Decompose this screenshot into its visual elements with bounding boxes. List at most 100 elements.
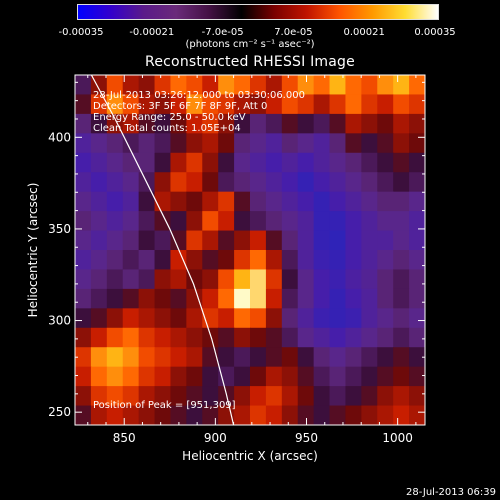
heatmap-cell [75,386,92,407]
heatmap-cell [202,405,219,425]
heatmap-cell [377,327,394,348]
heatmap-cell [186,211,203,232]
heatmap-cell [250,94,267,115]
heatmap-cell [361,288,378,309]
heatmap-cell [393,269,410,290]
heatmap-cell [265,230,283,251]
heatmap-cell [218,347,235,368]
heatmap-cell [154,269,172,290]
heatmap-cell [250,211,267,232]
y-axis-label: Heliocentric Y (arcsec) [26,183,40,318]
heatmap-cell [170,250,187,271]
heatmap-cell [122,133,140,154]
heatmap-cell [393,308,410,329]
heatmap-cell [154,405,172,425]
heatmap-cell [90,191,108,212]
heatmap-cell [329,366,347,387]
heatmap-cell [297,211,315,232]
heatmap-cell [138,288,156,309]
heatmap-cell [250,250,267,271]
heatmap-cell [234,288,251,309]
heatmap-cell [281,308,299,329]
heatmap-cell [90,250,108,271]
heatmap-cell [90,113,108,134]
heatmap-cell [170,191,187,212]
annotation-detectors: Detectors: 3F 5F 6F 7F 8F 9F, Att 0 [93,101,267,112]
heatmap-cell [361,230,378,251]
heatmap-cell [154,113,172,134]
heatmap-cell [281,230,299,251]
heatmap-cell [345,191,362,212]
heatmap-cell [154,211,172,232]
heatmap-cell [345,133,362,154]
heatmap-cell [186,113,203,134]
heatmap-cell [218,230,235,251]
heatmap-cell [377,347,394,368]
colorbar-tick-label: 0.00021 [343,27,385,38]
heatmap-cell [297,347,315,368]
heatmap-cell [106,230,124,251]
heatmap-cell [393,250,410,271]
annotation-energy: Energy Range: 25.0 - 50.0 keV [93,112,246,123]
x-tick-label: 850 [113,431,136,445]
heatmap-cell [393,133,410,154]
heatmap-cell [250,75,267,96]
heatmap-cell [90,75,108,96]
heatmap-cell [297,288,315,309]
heatmap-cell [329,347,347,368]
heatmap-cell [202,94,219,115]
heatmap-cell [281,94,299,115]
heatmap-cell [202,288,219,309]
heatmap-cell [75,152,92,173]
heatmap-cell [234,308,251,329]
heatmap-cell [345,386,362,407]
heatmap-cell [361,405,378,425]
heatmap-cell [313,269,331,290]
heatmap-cell [329,308,347,329]
heatmap-cell [75,191,92,212]
heatmap-cell [377,230,394,251]
heatmap-cell [345,152,362,173]
heatmap-cell [186,308,203,329]
heatmap-cell [218,113,235,134]
heatmap-cell [218,152,235,173]
heatmap-cell [234,211,251,232]
heatmap-cell [170,113,187,134]
heatmap-cell [409,230,425,251]
heatmap-cell [250,172,267,193]
heatmap-cell [265,113,283,134]
heatmap-cell [122,211,140,232]
heatmap-cell [297,94,315,115]
heatmap-cell [265,288,283,309]
heatmap-cell [377,133,394,154]
heatmap-cell [170,405,187,425]
heatmap-cell [361,269,378,290]
heatmap-cell [393,152,410,173]
heatmap-cell [202,327,219,348]
heatmap-cell [297,113,315,134]
colorbar-tick-label: -0.00021 [129,27,175,38]
annotations: 28-Jul-2013 03:26:12.000 to 03:30:06.000… [93,90,305,411]
heatmap-cell [106,269,124,290]
heatmap-cell [377,113,394,134]
heatmap-cell [202,113,219,134]
heatmap-cell [361,75,378,96]
heatmap-cell [106,250,124,271]
heatmap-cell [186,288,203,309]
heatmap-cell [345,269,362,290]
colorbar-tick-label: 7.0e-05 [274,27,313,38]
heatmap-cell [250,288,267,309]
heatmap-cell [281,269,299,290]
peak-label: Position of Peak = [951,309] [93,400,236,411]
heatmap-cell [122,191,140,212]
heatmap-cell [361,191,378,212]
heatmap-cell [409,133,425,154]
heatmap-cell [250,191,267,212]
heatmap-cell [409,347,425,368]
heatmap-cell [122,288,140,309]
heatmap-cell [329,172,347,193]
heatmap-cell [329,405,347,425]
heatmap-cell [409,269,425,290]
heatmap-cell [250,327,267,348]
heatmap-cell [234,269,251,290]
